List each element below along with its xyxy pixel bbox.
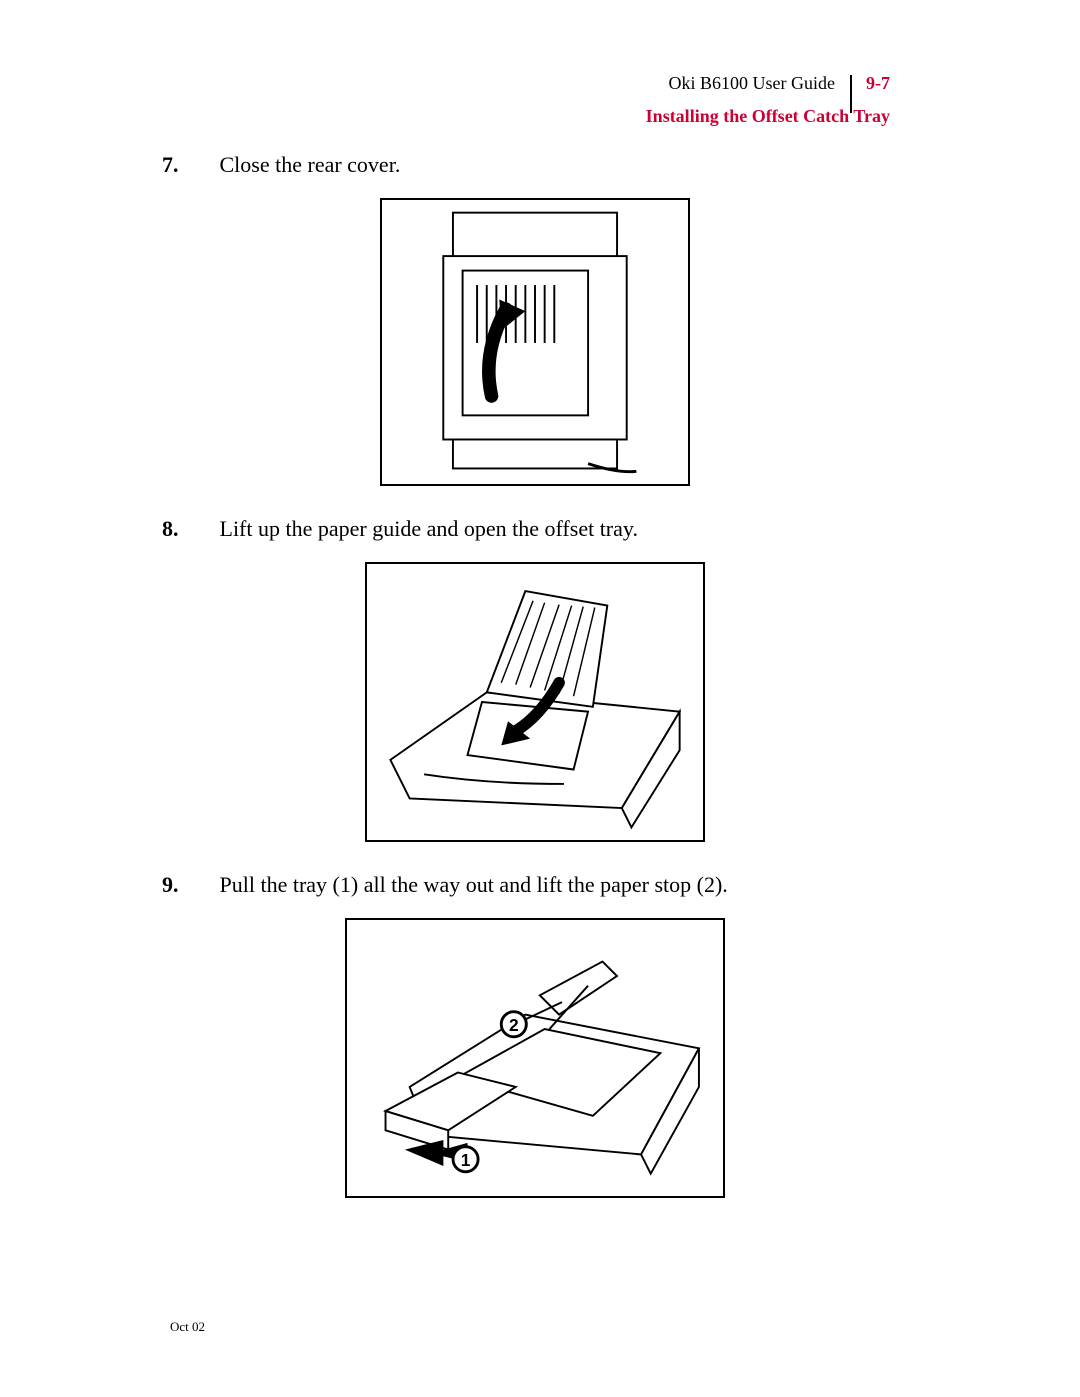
step-7: 7. Close the rear cover. [170, 150, 900, 486]
step-text: 8. Lift up the paper guide and open the … [170, 514, 900, 544]
footer-date: Oct 02 [170, 1319, 205, 1334]
step-body: Lift up the paper guide and open the off… [220, 516, 638, 541]
header-divider [850, 75, 852, 113]
section-title: Installing the Offset Catch Tray [646, 105, 890, 127]
step-body: Close the rear cover. [220, 152, 401, 177]
step-number: 8. [190, 514, 214, 544]
guide-title: Oki B6100 User Guide [669, 73, 835, 93]
printer-rear-cover-illustration [385, 203, 685, 481]
step-8: 8. Lift up the paper guide and open the … [170, 514, 900, 842]
step-text: 7. Close the rear cover. [170, 150, 900, 180]
step-body: Pull the tray (1) all the way out and li… [220, 872, 728, 897]
step-9: 9. Pull the tray (1) all the way out and… [170, 870, 900, 1198]
tray-pullout-illustration: 2 1 [350, 923, 720, 1193]
callout-2-label: 2 [509, 1015, 519, 1035]
callout-1-label: 1 [461, 1150, 471, 1170]
figure-step-7 [380, 198, 690, 486]
step-number: 7. [190, 150, 214, 180]
figure-step-9: 2 1 [345, 918, 725, 1198]
page-header: Oki B6100 User Guide 9-7 Installing the … [646, 66, 890, 127]
offset-tray-open-illustration [370, 567, 700, 837]
page-footer: Oct 02 [170, 1319, 205, 1335]
content-area: 7. Close the rear cover. [170, 150, 900, 1226]
page-number: 9-7 [866, 73, 890, 93]
figure-step-8 [365, 562, 705, 842]
header-line-1: Oki B6100 User Guide 9-7 [646, 66, 890, 104]
step-text: 9. Pull the tray (1) all the way out and… [170, 870, 900, 900]
step-number: 9. [190, 870, 214, 900]
